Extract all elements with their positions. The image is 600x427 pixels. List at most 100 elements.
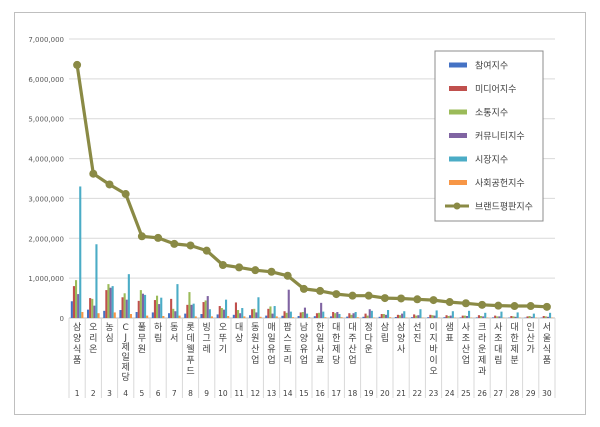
bar-2 [510,316,513,318]
bar-3 [496,316,499,318]
rank-label: 28 [510,389,520,398]
bar-1 [103,310,106,318]
bar-4 [93,305,96,318]
bar-4 [303,307,306,318]
bar-6 [162,316,165,318]
bar-3 [431,315,434,318]
bar-4 [271,313,274,318]
bar-4 [417,315,420,318]
bar-3 [269,306,272,318]
rank-label: 8 [188,389,193,398]
bar-2 [429,314,432,318]
bar-3 [172,308,175,318]
rank-label: 6 [156,389,161,398]
line-point [218,260,227,269]
rank-label: 12 [251,389,261,398]
rank-label: 19 [364,389,374,398]
bar-4 [465,316,468,318]
bar-1 [151,312,154,318]
legend-label: 미디어지수 [475,84,516,95]
bar-5 [225,299,228,318]
bar-5 [549,312,552,318]
line-point [445,298,454,307]
bar-6 [97,313,100,318]
line-point [283,271,292,280]
bar-4 [530,316,533,318]
bar-2 [251,309,254,318]
bar-1 [362,316,365,318]
bar-5 [516,312,519,318]
bar-4 [384,314,387,318]
rank-label: 21 [396,389,406,398]
line-point [299,284,308,293]
line-point [526,302,535,311]
bar-4 [158,304,161,318]
bar-4 [109,287,112,318]
legend-swatch [449,86,467,91]
bar-4 [449,315,452,318]
bar-1 [249,315,252,318]
line-point [137,232,146,241]
bar-3 [318,312,321,318]
bar-2 [89,298,92,318]
bar-5 [273,306,276,318]
rank-label: 24 [445,389,455,398]
rank-label: 25 [461,389,471,398]
bar-1 [411,317,414,318]
legend-swatch [449,62,467,68]
bar-3 [415,315,418,318]
bar-5 [160,297,163,318]
bar-4 [239,313,242,318]
bar-4 [433,315,436,318]
bar-1 [216,314,219,318]
line-point [316,286,325,295]
bar-4 [336,312,339,318]
bar-1 [184,313,187,318]
bar-1 [265,315,268,318]
bar-3 [544,316,547,318]
bar-3 [188,292,191,318]
line-point [364,291,373,300]
bar-2 [170,298,173,318]
bar-2 [234,302,237,318]
bar-1 [346,316,349,318]
line-point [154,233,163,242]
rank-label: 10 [218,389,228,398]
y-tick-label: 0 [60,315,64,323]
bar-4 [125,299,128,318]
rank-label: 9 [204,389,209,398]
rank-label: 23 [429,389,439,398]
rank-label: 15 [299,389,309,398]
bar-4 [77,294,80,318]
y-tick-label: 2,000,000 [28,235,64,243]
bar-4 [222,309,225,318]
y-tick-label: 7,000,000 [28,36,64,44]
bar-3 [204,300,207,318]
bar-6 [340,317,343,318]
bar-2 [202,302,205,318]
bar-2 [348,313,351,318]
bar-4 [320,302,323,318]
bar-2 [153,300,156,318]
rank-label: 26 [477,389,487,398]
legend-label: 브랜드평판지수 [475,202,533,213]
chart-svg: 0 1,000,000 2,000,000 3,000,000 4,000,000 5,0… [28,36,556,398]
bar-5 [322,311,325,318]
bar-5 [451,311,454,318]
bar-4 [255,312,258,318]
bar-5 [484,312,487,318]
bar-3 [139,290,142,318]
bar-6 [129,314,132,318]
bar-2 [218,306,221,318]
rank-label: 16 [315,389,325,398]
bar-3 [301,312,304,318]
bar-1 [378,316,381,318]
